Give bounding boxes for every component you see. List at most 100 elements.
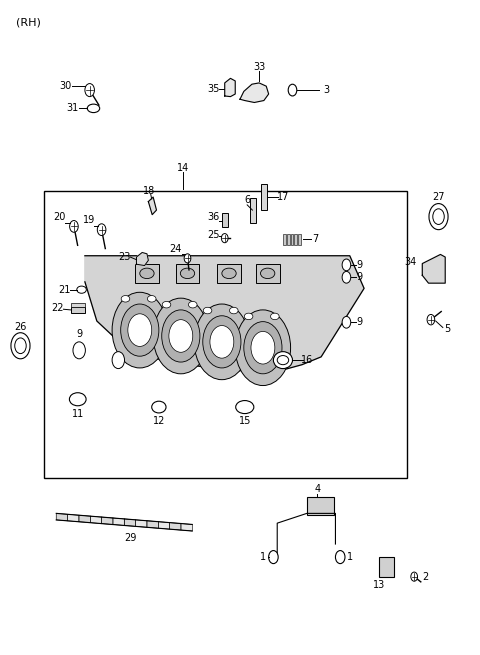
Ellipse shape [189,301,197,308]
Text: 30: 30 [60,81,72,91]
Text: 1: 1 [260,552,266,562]
Circle shape [85,84,95,97]
Circle shape [153,298,208,374]
Polygon shape [90,516,102,523]
Circle shape [342,259,351,271]
Bar [287,234,289,245]
Circle shape [251,331,275,364]
Bar [71,303,85,307]
Text: 9: 9 [356,272,362,282]
Text: 22: 22 [51,303,64,313]
Ellipse shape [162,301,171,308]
Circle shape [128,314,152,346]
Text: 36: 36 [208,212,220,221]
Bar [261,184,267,210]
Polygon shape [79,515,90,523]
Text: 27: 27 [432,192,445,202]
Circle shape [184,253,191,263]
Ellipse shape [277,356,288,365]
Circle shape [288,84,297,96]
Bar [176,263,199,283]
Circle shape [433,209,444,225]
Circle shape [112,352,124,369]
Circle shape [70,221,78,233]
Polygon shape [169,523,181,530]
Circle shape [427,314,435,325]
Circle shape [169,320,193,352]
Polygon shape [124,519,136,527]
Circle shape [221,234,228,243]
Text: 26: 26 [14,322,27,333]
Ellipse shape [229,307,238,314]
Polygon shape [147,521,158,528]
Circle shape [411,572,418,581]
Circle shape [162,310,200,362]
Circle shape [203,316,241,368]
Circle shape [244,322,282,374]
Ellipse shape [180,268,195,278]
Ellipse shape [77,286,86,293]
Bar [298,234,301,245]
Ellipse shape [261,268,275,278]
Text: 13: 13 [373,580,385,590]
Ellipse shape [152,402,166,413]
Ellipse shape [271,313,279,320]
Bar [379,557,394,576]
Polygon shape [102,517,113,525]
Polygon shape [422,254,445,283]
Text: 16: 16 [300,355,313,365]
Polygon shape [148,197,156,215]
Circle shape [342,316,351,328]
Circle shape [210,326,234,358]
Ellipse shape [222,268,236,278]
Text: 11: 11 [72,409,84,419]
Text: 1: 1 [347,552,353,562]
Ellipse shape [244,313,253,320]
Bar [135,263,159,283]
Text: 3: 3 [323,85,329,95]
Bar [71,307,85,313]
Circle shape [235,310,290,386]
Circle shape [97,224,106,236]
Circle shape [269,551,278,563]
Polygon shape [136,520,147,527]
Text: 31: 31 [66,103,78,113]
Circle shape [11,333,30,359]
Text: 25: 25 [207,230,220,240]
Text: 35: 35 [207,84,220,94]
Text: 24: 24 [169,244,182,254]
Ellipse shape [121,295,130,302]
Text: 29: 29 [124,533,136,542]
Text: 5: 5 [444,324,451,334]
Bar [44,191,407,477]
Text: 19: 19 [83,215,95,225]
Text: 9: 9 [115,339,121,349]
Text: 9: 9 [356,260,362,270]
Text: 18: 18 [143,185,156,196]
Ellipse shape [70,393,86,405]
Circle shape [336,551,345,563]
Bar [217,263,241,283]
Circle shape [15,338,26,354]
Polygon shape [181,523,192,531]
Text: 9: 9 [356,317,362,328]
Circle shape [342,271,351,283]
Text: 9: 9 [76,329,82,339]
Text: 2: 2 [422,572,428,582]
Bar [250,198,256,223]
Polygon shape [136,252,148,265]
Text: 20: 20 [53,212,66,221]
Text: 15: 15 [239,417,251,426]
Ellipse shape [147,295,156,302]
Polygon shape [68,514,79,522]
Text: 4: 4 [314,483,320,494]
Ellipse shape [87,104,100,113]
Circle shape [120,304,159,356]
Bar [294,234,297,245]
Bar [307,497,335,515]
Polygon shape [225,79,235,97]
Polygon shape [85,255,364,372]
Text: 21: 21 [59,285,71,295]
Polygon shape [56,514,68,521]
Circle shape [429,204,448,230]
